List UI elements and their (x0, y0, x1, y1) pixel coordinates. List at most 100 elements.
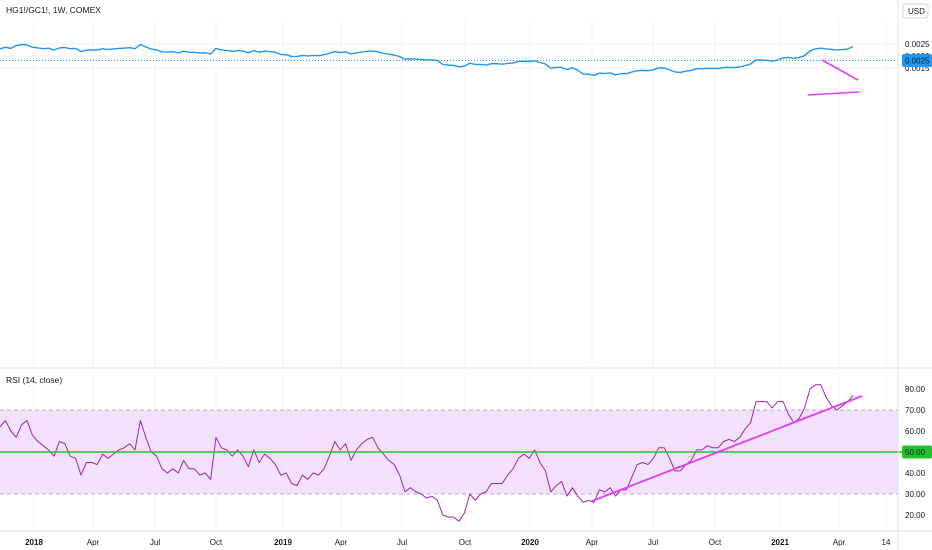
rsi-point[interactable] (122, 446, 126, 450)
rsi-point[interactable] (295, 484, 299, 488)
rsi-point[interactable] (781, 400, 785, 404)
price-point[interactable] (575, 68, 580, 73)
price-point[interactable] (73, 46, 78, 51)
price-point[interactable] (8, 46, 13, 51)
rsi-point[interactable] (657, 446, 661, 450)
rsi-point[interactable] (398, 473, 402, 477)
rsi-point[interactable] (214, 435, 218, 439)
price-point[interactable] (192, 50, 197, 55)
price-point[interactable] (635, 68, 640, 73)
price-point[interactable] (3, 45, 8, 50)
price-point[interactable] (300, 53, 305, 58)
rsi-point[interactable] (668, 456, 672, 460)
price-point[interactable] (230, 49, 235, 54)
rsi-point[interactable] (511, 467, 515, 471)
rsi-point[interactable] (57, 440, 61, 444)
price-point[interactable] (646, 68, 651, 73)
rsi-point[interactable] (311, 471, 315, 475)
rsi-point[interactable] (851, 393, 855, 397)
price-point[interactable] (197, 51, 202, 56)
rsi-point[interactable] (284, 471, 288, 475)
rsi-point[interactable] (84, 461, 88, 465)
price-point[interactable] (106, 47, 111, 52)
rsi-point[interactable] (257, 461, 261, 465)
rsi-point[interactable] (333, 440, 337, 444)
rsi-point[interactable] (198, 473, 202, 477)
price-point[interactable] (343, 49, 348, 54)
rsi-point[interactable] (306, 477, 310, 481)
price-point[interactable] (295, 54, 300, 59)
price-point[interactable] (484, 63, 489, 68)
price-point[interactable] (52, 48, 57, 53)
rsi-point[interactable] (9, 429, 13, 433)
rsi-point[interactable] (392, 463, 396, 467)
price-point[interactable] (79, 49, 84, 54)
price-point[interactable] (791, 56, 796, 61)
price-point[interactable] (392, 53, 397, 58)
rsi-point[interactable] (819, 383, 823, 387)
rsi-point[interactable] (630, 475, 634, 479)
price-point[interactable] (683, 69, 688, 74)
rsi-point[interactable] (101, 452, 105, 456)
rsi-point[interactable] (522, 452, 526, 456)
price-point[interactable] (0, 47, 2, 52)
rsi-point[interactable] (835, 408, 839, 412)
price-point[interactable] (203, 50, 208, 55)
price-point[interactable] (451, 63, 456, 68)
rsi-point[interactable] (268, 456, 272, 460)
price-point[interactable] (457, 64, 462, 69)
price-point[interactable] (673, 70, 678, 75)
rsi-point[interactable] (446, 515, 450, 519)
price-point[interactable] (430, 57, 435, 62)
price-point[interactable] (89, 48, 94, 53)
rsi-point[interactable] (290, 482, 294, 486)
price-point[interactable] (100, 46, 105, 51)
rsi-point[interactable] (776, 400, 780, 404)
rsi-point[interactable] (462, 511, 466, 515)
price-point[interactable] (41, 46, 46, 51)
price-point[interactable] (624, 71, 629, 76)
rsi-point[interactable] (484, 490, 488, 494)
rsi-point[interactable] (738, 435, 742, 439)
rsi-point[interactable] (743, 427, 747, 431)
rsi-point[interactable] (430, 494, 434, 498)
price-point[interactable] (370, 49, 375, 54)
price-point[interactable] (781, 56, 786, 61)
rsi-point[interactable] (635, 463, 639, 467)
price-point[interactable] (349, 52, 354, 57)
rsi-point[interactable] (614, 494, 618, 498)
rsi-point[interactable] (187, 467, 191, 471)
drawn-trendlines[interactable] (591, 59, 863, 502)
price-point[interactable] (581, 72, 586, 77)
rsi-line[interactable] (0, 384, 854, 522)
rsi-point[interactable] (300, 473, 304, 477)
rsi-point[interactable] (381, 452, 385, 456)
price-point[interactable] (548, 66, 553, 71)
price-point[interactable] (365, 49, 370, 54)
price-point[interactable] (19, 42, 24, 47)
rsi-point[interactable] (360, 442, 364, 446)
price-point[interactable] (678, 70, 683, 75)
price-point[interactable] (149, 47, 154, 52)
price-point[interactable] (602, 71, 607, 76)
rsi-point[interactable] (344, 442, 348, 446)
price-point[interactable] (262, 49, 267, 54)
rsi-point[interactable] (20, 423, 24, 427)
price-point[interactable] (219, 48, 224, 53)
rsi-point[interactable] (111, 452, 115, 456)
price-point[interactable] (289, 54, 294, 59)
price-point[interactable] (797, 55, 802, 60)
price-point[interactable] (802, 53, 807, 58)
price-point[interactable] (694, 66, 699, 71)
rsi-point[interactable] (597, 488, 601, 492)
rsi-point[interactable] (246, 465, 250, 469)
rsi-point[interactable] (414, 490, 418, 494)
rsi-point[interactable] (387, 458, 391, 462)
price-point[interactable] (35, 46, 40, 51)
price-point[interactable] (176, 51, 181, 56)
price-point[interactable] (57, 46, 62, 51)
price-point[interactable] (608, 71, 613, 76)
rsi-point[interactable] (457, 519, 461, 523)
price-point[interactable] (613, 72, 618, 77)
rsi-point[interactable] (209, 477, 213, 481)
